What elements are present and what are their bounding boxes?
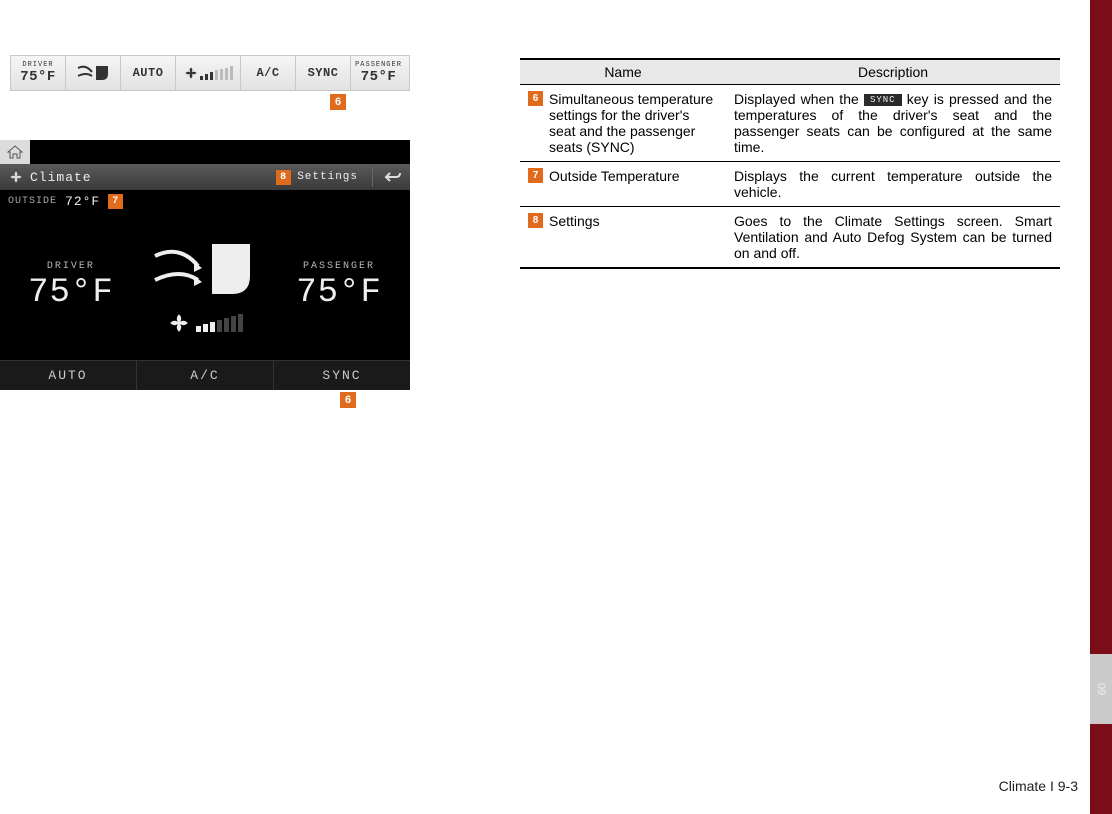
- strip-passenger-temp-value: 75°F: [361, 69, 397, 85]
- strip-ac: A/C: [241, 56, 296, 90]
- outside-temp-value: 72°F: [65, 194, 100, 209]
- page-root: DRIVER 75°F AUTO: [0, 0, 1112, 814]
- screen-passenger-temp: 75°F: [296, 274, 382, 312]
- settings-button[interactable]: 8 Settings: [276, 170, 358, 185]
- auto-button[interactable]: AUTO: [0, 361, 137, 390]
- outside-label: OUTSIDE: [8, 196, 57, 207]
- table-row: 8 Settings Goes to the Climate Settings …: [520, 207, 1060, 269]
- settings-label: Settings: [297, 171, 358, 183]
- outside-temp-row: OUTSIDE 72°F 7: [0, 190, 410, 212]
- row-desc: Displayed when the SYNC key is pressed a…: [726, 85, 1060, 162]
- strip-fan-bars: [200, 66, 233, 80]
- driver-temp-block[interactable]: DRIVER 75°F: [28, 261, 114, 312]
- strip-driver-temp-value: 75°F: [20, 69, 56, 85]
- strip-airflow-cell: [66, 56, 121, 90]
- climate-status-strip: DRIVER 75°F AUTO: [10, 55, 410, 91]
- ac-button[interactable]: A/C: [137, 361, 274, 390]
- strip-passenger-temp: PASSENGER 75°F: [351, 56, 406, 90]
- screen-passenger-label: PASSENGER: [296, 261, 382, 272]
- seat-airflow-icon: [150, 238, 260, 308]
- desc-text-before: Displayed when the: [734, 91, 864, 107]
- screen-fan-bars: [196, 314, 243, 332]
- table-head-desc: Description: [726, 59, 1060, 85]
- row-name: Settings: [549, 213, 600, 229]
- sync-key-badge: SYNC: [864, 94, 902, 106]
- screen-title: Climate: [30, 170, 92, 185]
- climate-icon: [8, 170, 24, 184]
- row-num-badge: 8: [528, 213, 543, 228]
- callout-6-strip: 6: [330, 94, 346, 110]
- description-table: Name Description 6 Simultaneous temperat…: [520, 58, 1060, 269]
- strip-driver-label: DRIVER: [22, 61, 53, 69]
- strip-sync: SYNC: [296, 56, 351, 90]
- sync-button[interactable]: SYNC: [274, 361, 410, 390]
- climate-screen: Climate 8 Settings OUTSIDE 72°F 7 DRIVER…: [0, 140, 410, 390]
- screen-title-bar: Climate 8 Settings: [0, 164, 410, 190]
- row-name: Outside Temperature: [549, 168, 679, 184]
- airflow-icon: [76, 62, 110, 84]
- row-name: Simultaneous temperature settings for th…: [549, 91, 718, 155]
- home-icon: [7, 145, 23, 159]
- chapter-tab: 09: [1090, 654, 1112, 724]
- table-head-name: Name: [520, 59, 726, 85]
- home-button[interactable]: [0, 140, 30, 164]
- row-num-badge: 6: [528, 91, 543, 106]
- strip-fan-cell: [176, 56, 241, 90]
- screen-driver-label: DRIVER: [28, 261, 114, 272]
- strip-passenger-label: PASSENGER: [355, 61, 402, 69]
- table-row: 6 Simultaneous temperature settings for …: [520, 85, 1060, 162]
- callout-8-inline: 8: [276, 170, 291, 185]
- back-button[interactable]: [372, 167, 402, 187]
- row-desc: Displays the current temperature outside…: [726, 162, 1060, 207]
- callout-6-screen: 6: [340, 392, 356, 408]
- row-desc: Goes to the Climate Settings screen. Sma…: [726, 207, 1060, 269]
- table-row: 7 Outside Temperature Displays the curre…: [520, 162, 1060, 207]
- row-num-badge: 7: [528, 168, 543, 183]
- screen-main-area: DRIVER 75°F: [0, 212, 410, 360]
- screen-driver-temp: 75°F: [28, 274, 114, 312]
- strip-auto: AUTO: [121, 56, 176, 90]
- passenger-temp-block[interactable]: PASSENGER 75°F: [296, 261, 382, 312]
- fan-icon: [184, 66, 198, 80]
- page-footer: Climate I 9-3: [999, 778, 1078, 794]
- screen-bottom-bar: AUTO A/C SYNC: [0, 360, 410, 390]
- callout-7-inline: 7: [108, 194, 123, 209]
- airflow-graphic: [150, 238, 260, 334]
- back-icon: [384, 170, 402, 184]
- fan-icon: [168, 312, 190, 334]
- strip-driver-temp: DRIVER 75°F: [11, 56, 66, 90]
